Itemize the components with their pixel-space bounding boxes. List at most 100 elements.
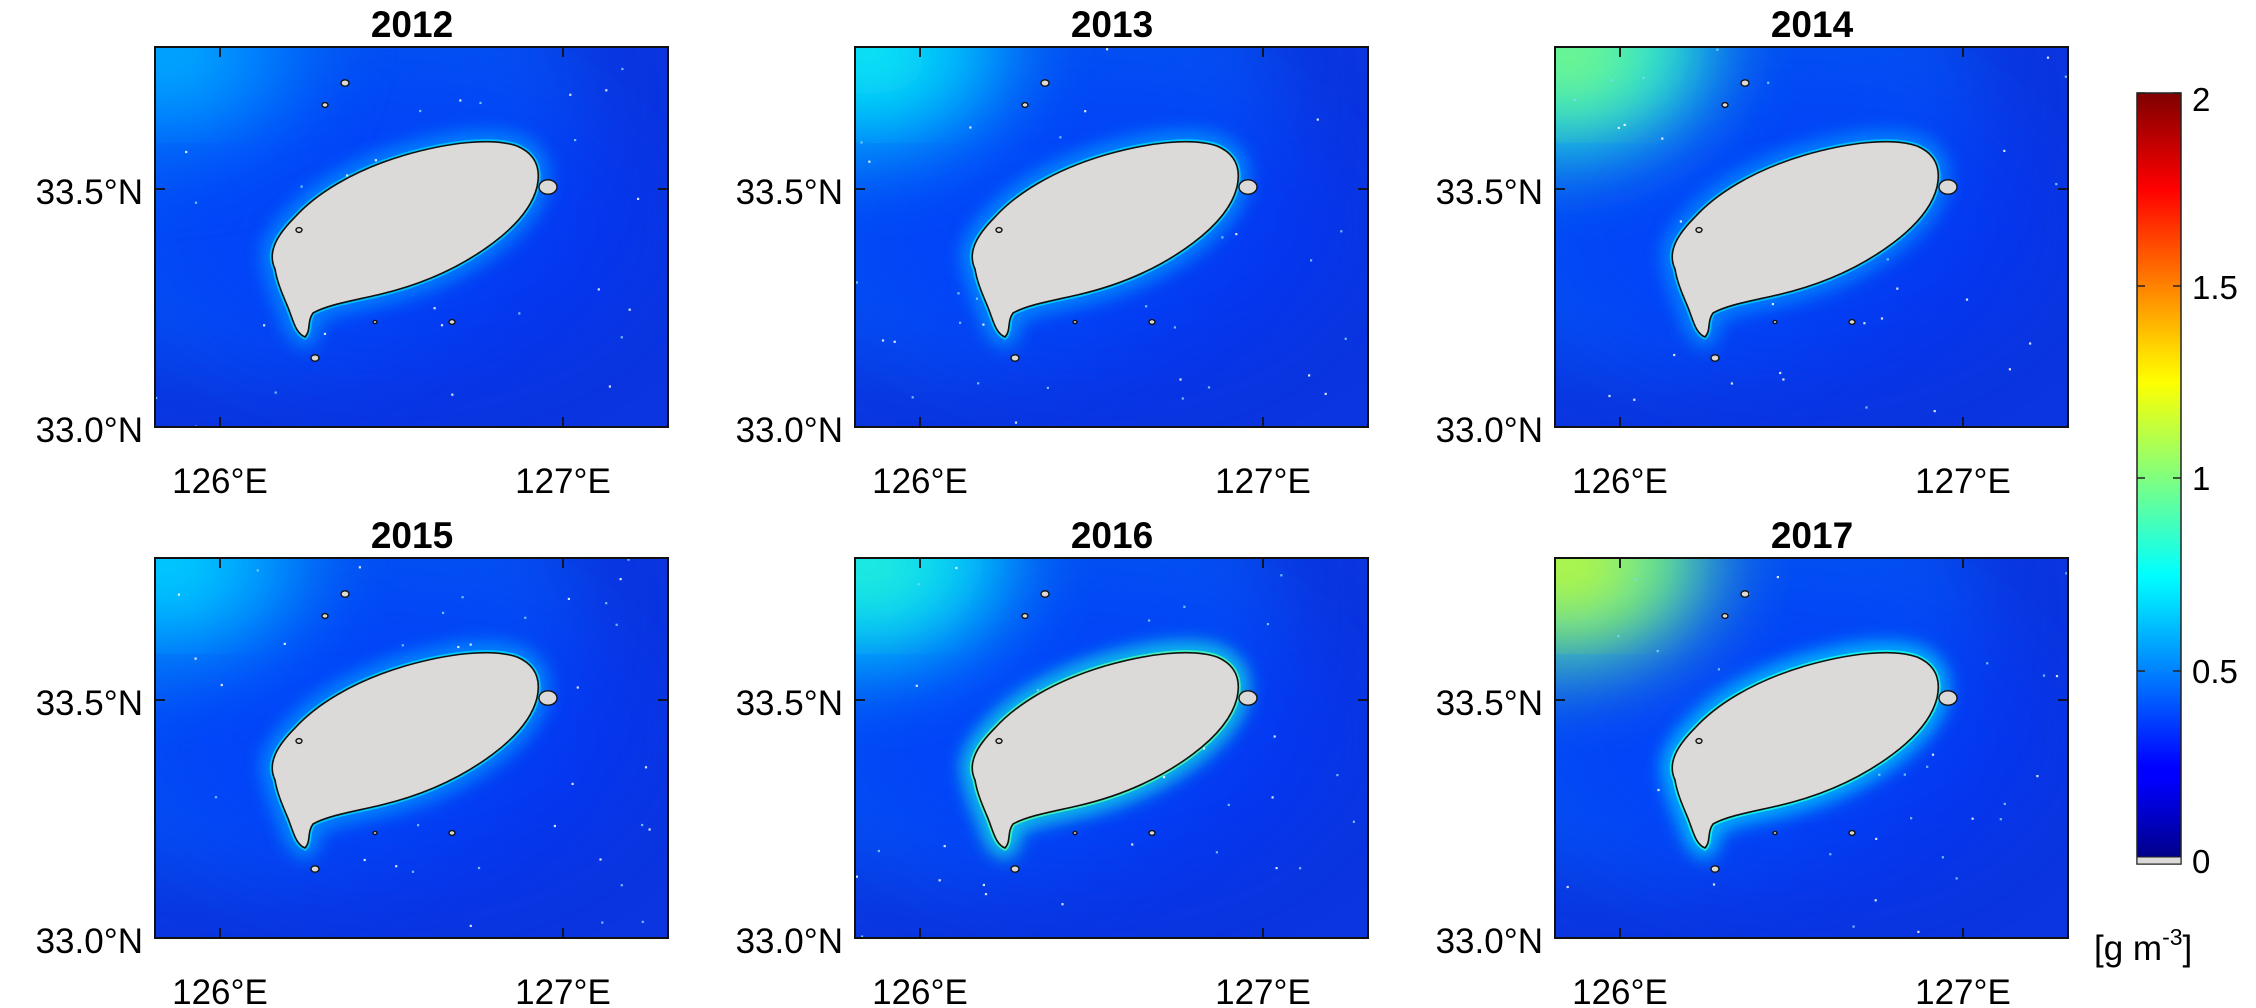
islet <box>1938 179 1958 195</box>
speckle <box>1633 398 1636 401</box>
speckle <box>263 324 266 327</box>
islet <box>1148 318 1156 326</box>
speckle <box>601 921 604 924</box>
speckle <box>2065 572 2068 575</box>
speckle <box>1227 207 1230 210</box>
island-land <box>971 140 1240 338</box>
speckle <box>323 332 327 335</box>
speckle <box>1712 883 1716 886</box>
speckle <box>637 197 640 200</box>
speckle <box>1878 773 1881 776</box>
island-land <box>1671 140 1940 338</box>
map-panel-2017: 2017 33.5°N 33.0°N 126°E 127°E <box>1436 515 2069 1008</box>
speckle <box>155 396 158 400</box>
speckle <box>256 569 259 572</box>
northwest-peak <box>855 47 937 98</box>
islet <box>1695 737 1703 745</box>
speckle <box>2042 674 2046 677</box>
colorbar-unit-label: [g m-3] <box>2094 924 2192 968</box>
colorbar-ticks <box>2137 92 2181 672</box>
x-tick-label: 127°E <box>1915 462 2011 501</box>
speckle <box>1917 930 1920 933</box>
speckle <box>943 845 946 848</box>
speckle <box>363 858 366 862</box>
speckle <box>855 875 858 878</box>
map-area <box>854 557 1369 939</box>
speckle <box>1061 903 1064 906</box>
panel-title: 2015 <box>371 515 453 556</box>
speckle <box>1865 406 1868 409</box>
island-land <box>271 651 540 849</box>
speckle <box>1131 843 1134 846</box>
map-panel-2013: 2013 33.5°N 33.0°N 126°E 127°E <box>736 4 1369 501</box>
islet <box>1721 101 1729 109</box>
axes-frame <box>154 46 669 428</box>
speckle <box>479 101 482 104</box>
x-tick-label: 126°E <box>872 973 968 1008</box>
speckle <box>1896 287 1899 290</box>
unit-base: [g m <box>2094 929 2162 968</box>
islet <box>1848 318 1856 326</box>
map-panel-2015: 2015 33.5°N 33.0°N 126°E 127°E <box>36 515 669 1008</box>
speckle <box>442 611 445 614</box>
speckle <box>615 623 618 626</box>
speckle <box>274 391 277 394</box>
speckle <box>524 616 527 619</box>
speckle <box>1767 81 1770 84</box>
islet <box>372 319 378 325</box>
speckle <box>2029 342 2032 345</box>
speckle <box>1657 788 1660 792</box>
x-tick-label: 126°E <box>172 462 268 501</box>
y-tick-label: 33.0°N <box>36 411 143 450</box>
speckle <box>1610 79 1613 82</box>
y-tick-label: 33.0°N <box>1436 411 1543 450</box>
islet <box>1772 830 1778 836</box>
speckle <box>1202 747 1206 750</box>
y-tick-label: 33.5°N <box>1436 684 1543 723</box>
speckle <box>220 683 223 687</box>
speckle <box>1084 110 1087 113</box>
speckle <box>627 558 630 561</box>
islet <box>1072 830 1078 836</box>
speckle <box>1266 623 1269 626</box>
speckle <box>2003 149 2006 152</box>
y-tick-label: 33.0°N <box>36 922 143 961</box>
speckle <box>401 644 404 647</box>
speckle <box>620 884 623 887</box>
speckle <box>1999 818 2002 821</box>
speckle <box>982 323 985 326</box>
speckle <box>1829 853 1832 856</box>
speckle <box>433 307 436 310</box>
speckle <box>1931 753 1935 756</box>
x-tick-label: 126°E <box>1572 973 1668 1008</box>
speckle <box>283 642 286 645</box>
panel-title: 2012 <box>371 4 453 45</box>
islet <box>1040 590 1050 598</box>
speckle <box>2046 56 2050 59</box>
speckle <box>346 174 349 177</box>
speckle <box>177 593 180 596</box>
speckle <box>957 292 960 295</box>
map-panel-2014: 2014 33.5°N 33.0°N 126°E 127°E <box>1436 4 2069 501</box>
map-area <box>854 46 1369 428</box>
islet <box>321 101 329 109</box>
speckle <box>597 288 600 291</box>
speckle <box>461 596 464 599</box>
islet <box>1040 79 1050 87</box>
islet <box>1072 319 1078 325</box>
speckle <box>1179 378 1182 381</box>
speckle <box>1235 233 1238 236</box>
speckle <box>977 382 980 385</box>
islet <box>310 865 320 873</box>
speckle <box>1875 837 1878 840</box>
colorbar-tick-label: 0.5 <box>2192 653 2238 690</box>
speckle <box>1852 925 1855 928</box>
speckle <box>955 566 958 570</box>
axes-frame <box>1554 557 2069 939</box>
islet <box>1710 865 1720 873</box>
speckle <box>877 849 880 853</box>
speckle <box>1716 48 1719 51</box>
speckle <box>1886 258 1889 261</box>
speckle <box>620 336 623 339</box>
